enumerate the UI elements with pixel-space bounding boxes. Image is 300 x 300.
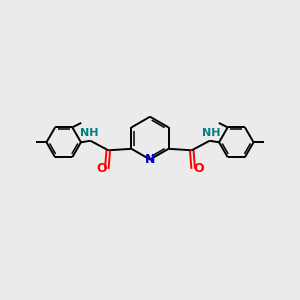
Text: O: O: [193, 162, 204, 175]
Text: O: O: [96, 162, 107, 175]
Text: NH: NH: [80, 128, 98, 138]
Text: NH: NH: [202, 128, 220, 138]
Text: N: N: [145, 153, 155, 166]
